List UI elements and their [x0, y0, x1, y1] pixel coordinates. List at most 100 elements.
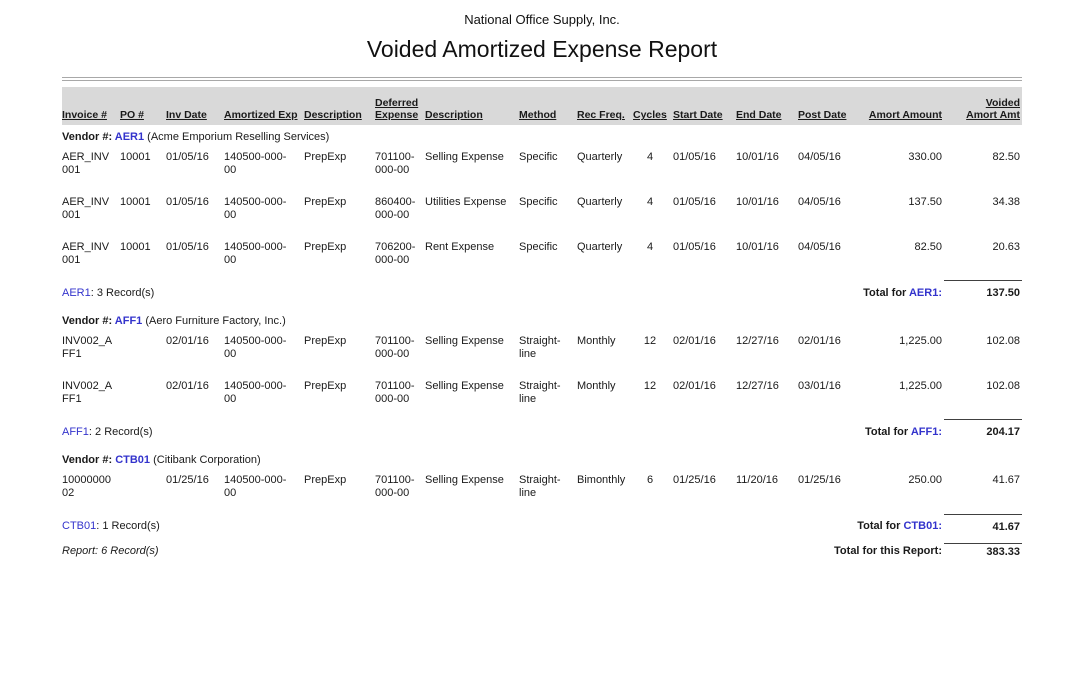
cell-rec_freq: Quarterly	[577, 150, 623, 163]
cell-inv_date: 01/05/16	[166, 195, 209, 208]
company-name: National Office Supply, Inc.	[464, 12, 620, 27]
group-summary-row: AFF1: 2 Record(s) Total for AFF1: 204.17	[62, 419, 1022, 449]
column-header-po: PO #	[120, 87, 166, 125]
group-records: : 2 Record(s)	[88, 425, 153, 438]
cell-description: PrepExp	[304, 379, 347, 392]
header-label: Rec Freq.	[577, 109, 625, 122]
column-header-method: Method	[519, 87, 577, 125]
cell-post_date: 03/01/16	[798, 379, 841, 392]
cell-amort_amount: 1,225.00	[899, 334, 942, 347]
cell-rec_freq: Quarterly	[577, 240, 623, 253]
vendor-row: Vendor #: CTB01 (Citibank Corporation)	[62, 448, 1022, 469]
header-label: Method	[519, 109, 557, 122]
cell-deferred_description: Selling Expense	[425, 379, 504, 392]
group-total-label: Total for CTB01:	[736, 514, 944, 543]
group-record-count: CTB01: 1 Record(s)	[62, 514, 736, 543]
group-records: : 3 Record(s)	[90, 286, 155, 299]
header-label: Description	[425, 109, 483, 122]
column-header-end_date: End Date	[736, 87, 798, 125]
cell-start_date: 01/25/16	[673, 474, 716, 487]
cell-method: Straight-line	[519, 474, 561, 500]
group-summary-row: CTB01: 1 Record(s) Total for CTB01: 41.67	[62, 513, 1022, 544]
cell-po: 10001	[120, 195, 151, 208]
vendor-code: AER1	[114, 130, 145, 143]
cell-deferred_expense: 701100-000-00	[375, 474, 415, 500]
group-summary-row: AER1: 3 Record(s) Total for AER1: 137.50	[62, 280, 1022, 309]
cell-deferred_description: Rent Expense	[425, 240, 495, 253]
report-summary-row: Report: 6 Record(s) Total for this Report…	[62, 542, 1022, 568]
vendor-name: (Acme Emporium Reselling Services)	[144, 130, 330, 143]
column-header-deferred_description: Description	[425, 87, 519, 125]
report-table-body: Vendor #: AER1 (Acme Emporium Reselling …	[62, 125, 1022, 568]
cell-post_date: 04/05/16	[798, 150, 841, 163]
cell-cycles: 12	[643, 379, 657, 392]
cell-start_date: 02/01/16	[673, 379, 716, 392]
cell-method: Straight-line	[519, 379, 561, 405]
vendor-cell: Vendor #: AER1 (Acme Emporium Reselling …	[62, 125, 1022, 146]
vendor-name: (Citibank Corporation)	[150, 454, 261, 467]
cell-invoice: AER_INV001	[62, 195, 110, 221]
cell-deferred_description: Selling Expense	[425, 474, 504, 487]
group-record-count: AFF1: 2 Record(s)	[62, 420, 736, 448]
column-header-cycles: Cycles	[633, 87, 673, 125]
cell-po	[120, 375, 166, 420]
cell-method: Specific	[519, 195, 558, 208]
header-label: Expense	[375, 109, 419, 122]
table-row: INV002_AFF1 02/01/16 140500-000-00 PrepExp 7…	[62, 330, 1022, 375]
cell-end_date: 12/27/16	[736, 334, 779, 347]
cell-method: Straight-line	[519, 334, 561, 360]
vendor-label: Vendor #:	[62, 454, 116, 467]
vendor-row: Vendor #: AER1 (Acme Emporium Reselling …	[62, 125, 1022, 146]
cell-description: PrepExp	[304, 195, 347, 208]
cell-end_date: 12/27/16	[736, 379, 779, 392]
cell-post_date: 01/25/16	[798, 474, 841, 487]
group-total-value: 137.50	[944, 280, 1022, 309]
group-total-prefix: Total for	[865, 425, 911, 438]
column-header-amortized_exp: Amortized Exp	[224, 87, 304, 125]
cell-po: 10001	[120, 150, 151, 163]
cell-description: PrepExp	[304, 240, 347, 253]
cell-voided_amort_amt: 102.08	[986, 379, 1020, 392]
group-total-prefix: Total for	[857, 520, 904, 533]
cell-amort_amount: 250.00	[908, 474, 942, 487]
cell-invoice: 1000000002	[62, 474, 111, 500]
column-header-deferred_expense: Deferred Expense	[375, 87, 425, 125]
group-code: CTB01	[62, 520, 97, 533]
cell-cycles: 12	[643, 334, 657, 347]
cell-method: Specific	[519, 150, 558, 163]
group-total-code: CTB01:	[903, 520, 942, 533]
cell-method: Specific	[519, 240, 558, 253]
header-label: Cycles	[633, 109, 667, 122]
cell-end_date: 11/20/16	[736, 474, 779, 487]
table-row: AER_INV001 10001 01/05/16 140500-000-00 Prep…	[62, 146, 1022, 191]
cell-start_date: 01/05/16	[673, 195, 716, 208]
cell-invoice: INV002_AFF1	[62, 334, 113, 360]
cell-rec_freq: Bimonthly	[577, 474, 626, 487]
column-header-description: Description	[304, 87, 375, 125]
report-table: Invoice # PO # Inv Date Amortized Exp Descri…	[62, 87, 1022, 568]
column-header-invoice: Invoice #	[62, 87, 120, 125]
cell-start_date: 01/05/16	[673, 150, 716, 163]
column-header-rec_freq: Rec Freq.	[577, 87, 633, 125]
cell-inv_date: 02/01/16	[166, 334, 209, 347]
report-page: National Office Supply, Inc. Voided Amor…	[62, 12, 1022, 568]
column-header-amort_amount: Amort Amount	[860, 87, 944, 125]
cell-inv_date: 02/01/16	[166, 379, 209, 392]
cell-deferred_description: Utilities Expense	[425, 195, 507, 208]
cell-deferred_expense: 701100-000-00	[375, 150, 415, 176]
cell-deferred_expense: 860400-000-00	[375, 195, 416, 221]
vendor-name: (Aero Furniture Factory, Inc.)	[142, 315, 286, 327]
cell-inv_date: 01/05/16	[166, 150, 209, 163]
group-total-label: Total for AER1:	[736, 281, 944, 309]
report-total-label: Total for this Report:	[834, 545, 942, 558]
report-record-count: Report: 6 Record(s)	[62, 545, 159, 558]
header-label: Description	[304, 109, 362, 122]
cell-voided_amort_amt: 82.50	[992, 150, 1020, 163]
cell-cycles: 4	[646, 195, 654, 208]
header-label: Amort Amount	[868, 109, 942, 122]
table-row: 1000000002 01/25/16 140500-000-00 PrepExp 70…	[62, 469, 1022, 514]
cell-rec_freq: Monthly	[577, 379, 616, 392]
vendor-code: CTB01	[115, 454, 151, 467]
column-header-start_date: Start Date	[673, 87, 736, 125]
vendor-label: Vendor #:	[62, 130, 115, 143]
